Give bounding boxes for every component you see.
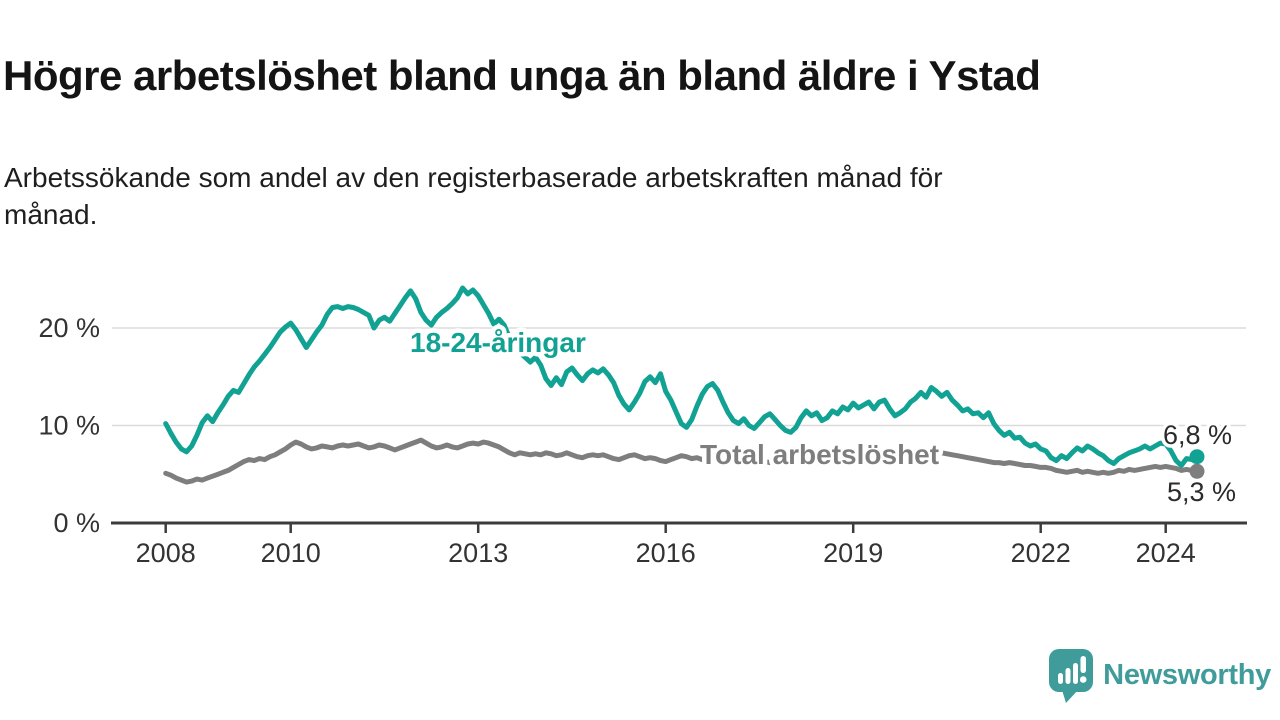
page-subtitle: Arbetssökande som andel av den registerb… xyxy=(4,160,1184,234)
page-title: Högre arbetslöshet bland unga än bland ä… xyxy=(3,52,1041,100)
logo-exclamation-dot xyxy=(1080,675,1087,683)
x-tick-label: 2019 xyxy=(823,538,883,568)
x-tick-label: 2013 xyxy=(448,538,508,568)
series-label-youth: 18-24-åringar xyxy=(410,327,586,358)
series-end-dot xyxy=(1189,449,1205,465)
series-line xyxy=(163,437,1200,485)
y-tick-label: 0 % xyxy=(53,508,100,538)
x-tick-label: 2008 xyxy=(136,538,196,568)
newsworthy-logo-icon xyxy=(1049,648,1094,703)
line-chart: 0 %10 %20 %2008 2010 2013 2016 2019 2022 2024 … xyxy=(38,285,1247,568)
y-tick-label: 20 % xyxy=(38,313,100,343)
logo-bubble xyxy=(1049,648,1094,692)
subtitle-line-2: månad. xyxy=(4,198,98,230)
end-label-total: 5,3 % xyxy=(1167,477,1236,507)
brand-wordmark: Newsworthy xyxy=(1103,658,1271,691)
logo-bar-small xyxy=(1058,672,1064,684)
newsworthy-brand: Newsworthy xyxy=(1048,646,1271,704)
subtitle-line-1: Arbetssökande som andel av den registerb… xyxy=(4,162,943,193)
x-tick-label: 2010 xyxy=(261,538,321,568)
x-tick-label: 2016 xyxy=(636,538,696,568)
chart-end-dots xyxy=(1189,449,1205,479)
series-line xyxy=(163,285,1200,468)
logo-bar-tall xyxy=(1073,662,1079,684)
x-tick-label: 2024 xyxy=(1136,538,1196,568)
end-label-youth: 6,8 % xyxy=(1163,420,1232,450)
x-tick-label: 2022 xyxy=(1011,538,1071,568)
chart-generated: 0 % 10 % 20 % 2008 2010 2013 2016 2019 2022 2024 xyxy=(38,285,1247,568)
logo-bar-medium xyxy=(1065,667,1071,684)
y-tick-label: 10 % xyxy=(38,411,100,441)
series-end-dot xyxy=(1189,463,1205,479)
logo-bubble-tail xyxy=(1062,689,1079,703)
logo-exclamation-bar xyxy=(1080,655,1087,673)
series-label-total: Total arbetslöshet xyxy=(700,439,939,470)
